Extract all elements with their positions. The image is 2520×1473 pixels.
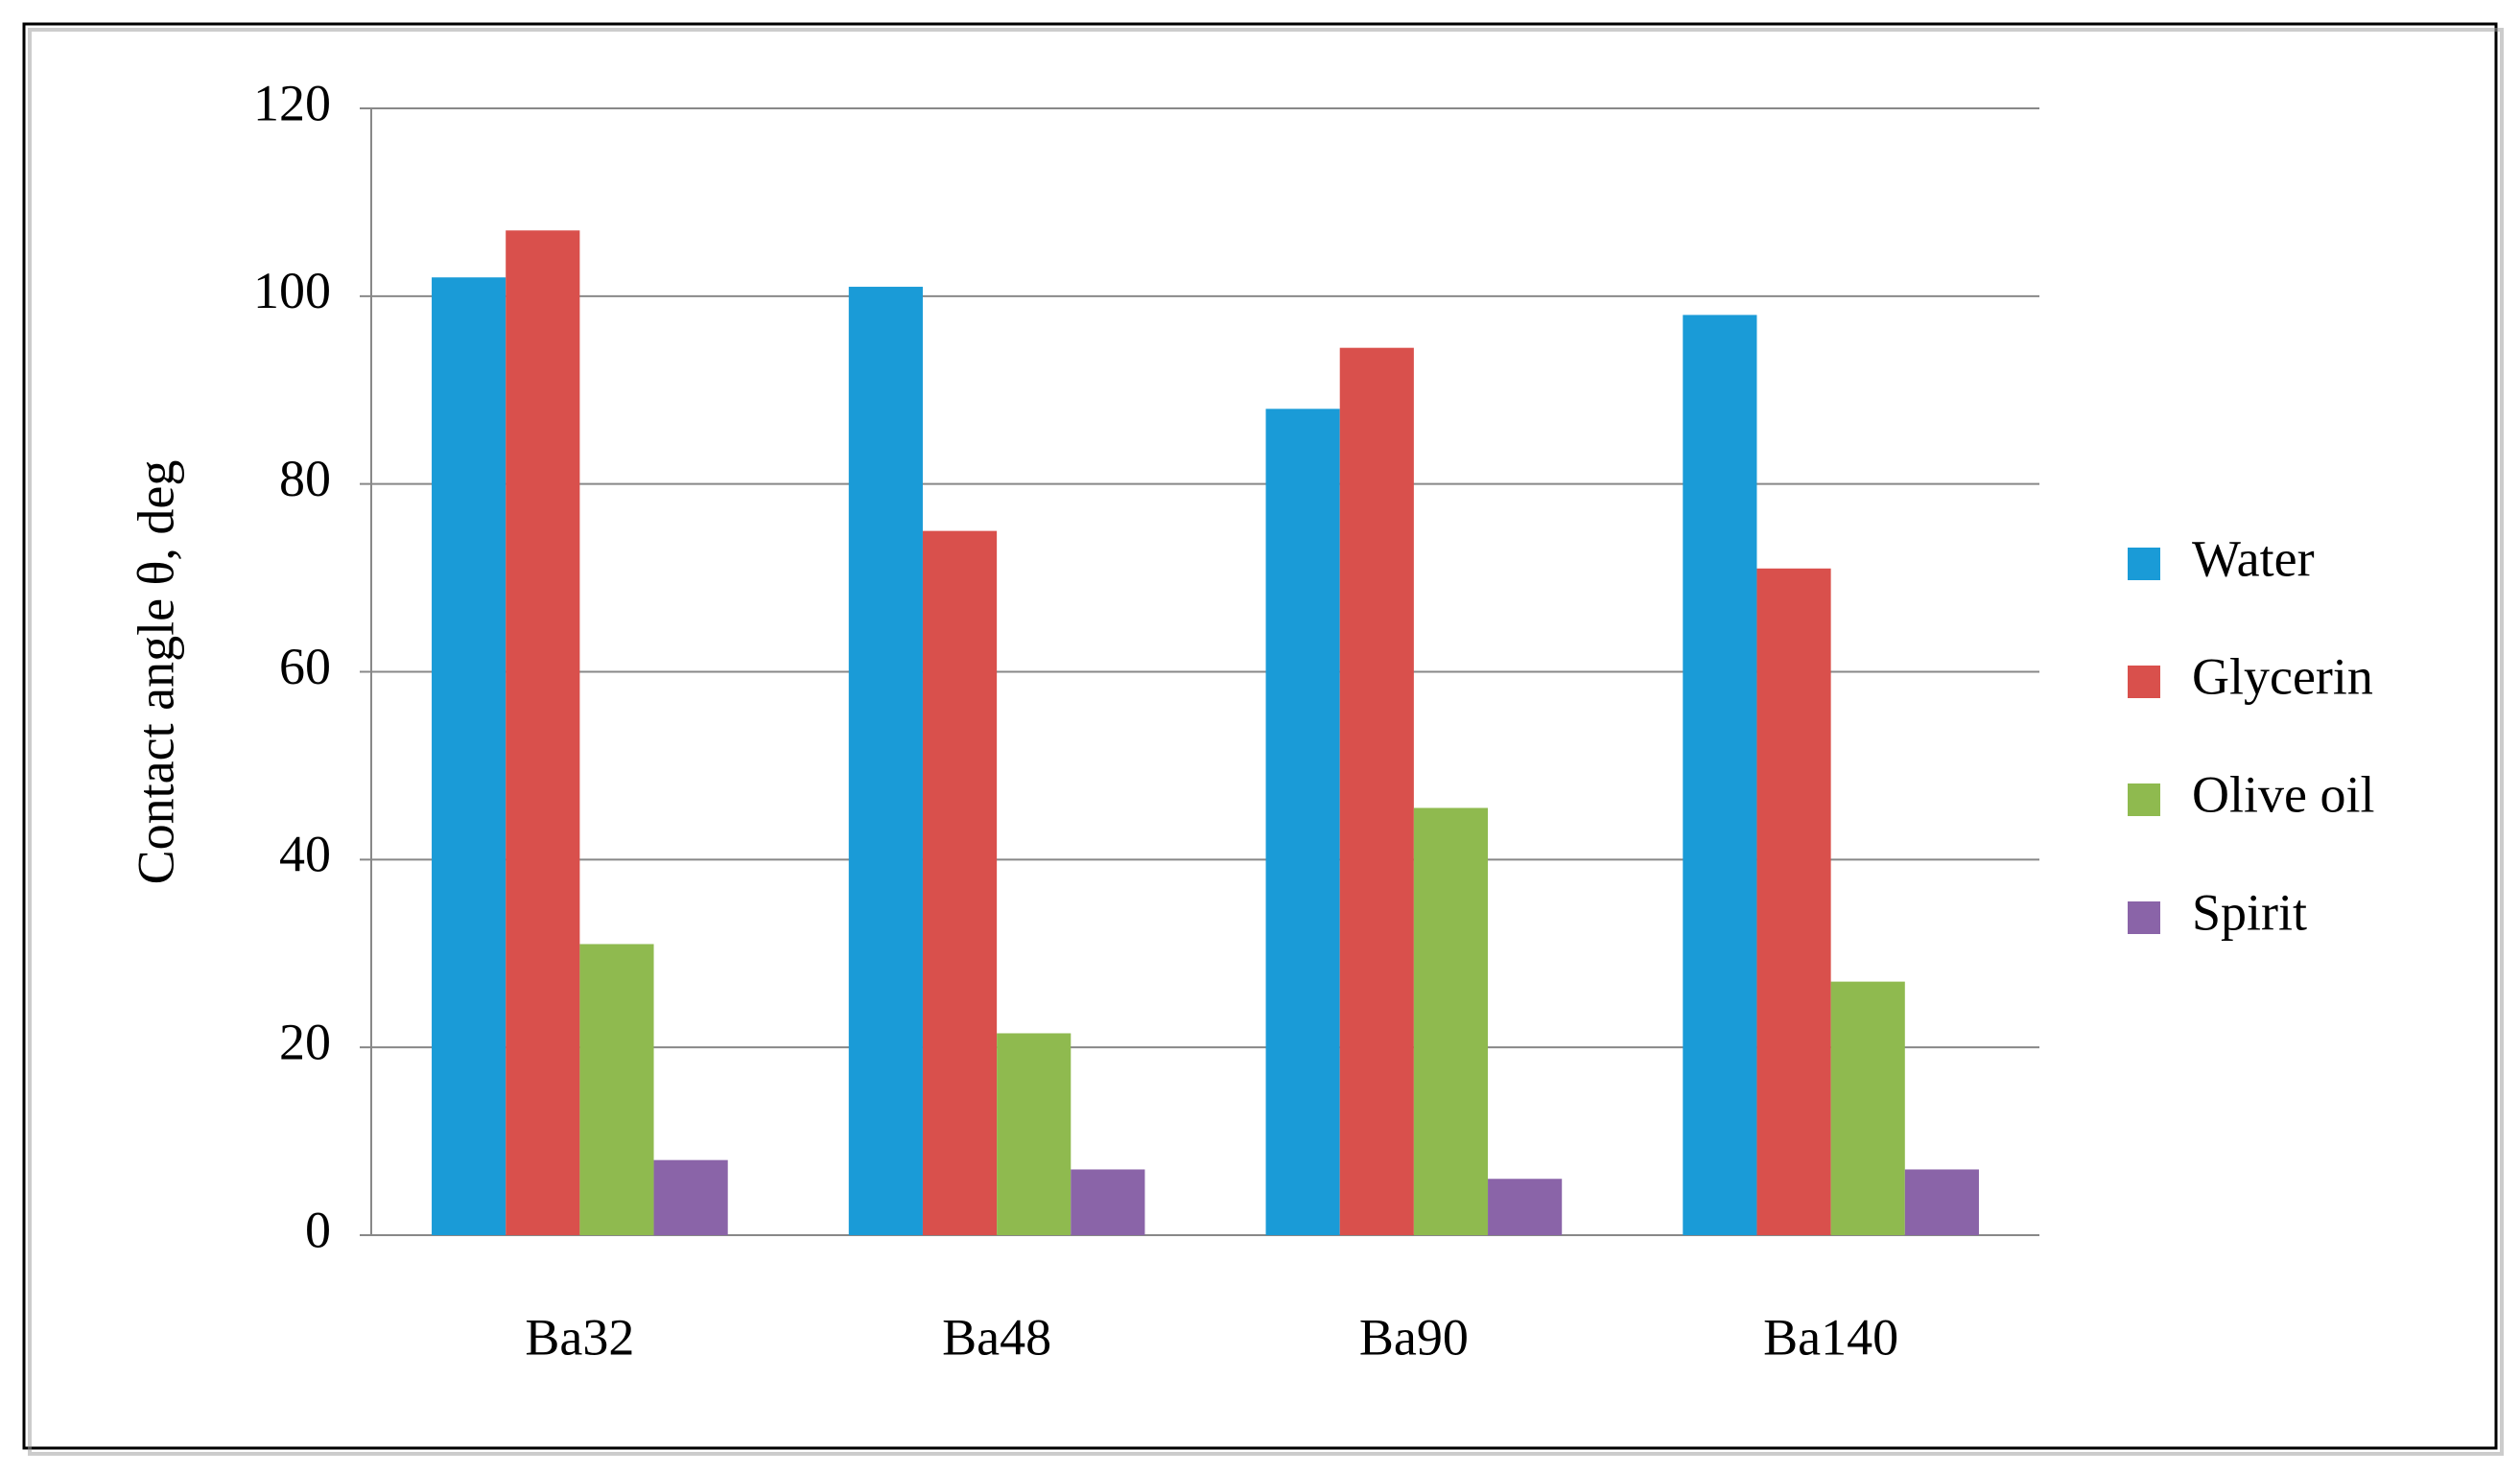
bar [1830, 981, 1905, 1235]
bar [579, 944, 654, 1235]
legend-swatch [2128, 783, 2160, 816]
bar [1071, 1169, 1145, 1235]
legend-swatch [2128, 666, 2160, 698]
y-tick-label: 40 [279, 826, 331, 883]
bar [653, 1159, 728, 1235]
x-tick-label: Ba48 [942, 1308, 1051, 1366]
y-axis-label: Contact angle θ, deg [127, 460, 184, 885]
bar [1756, 568, 1831, 1235]
bar [1904, 1169, 1979, 1235]
y-tick-label: 120 [253, 74, 331, 131]
legend-label: Spirit [2192, 883, 2307, 941]
y-tick-label: 60 [279, 638, 331, 695]
legend-swatch [2128, 901, 2160, 934]
legend-swatch [2128, 548, 2160, 580]
x-tick-label: Ba140 [1763, 1308, 1898, 1366]
y-tick-label: 100 [253, 262, 331, 319]
y-tick-label: 0 [305, 1201, 331, 1258]
bar [1413, 807, 1489, 1235]
bar [1265, 409, 1340, 1235]
bar [922, 530, 998, 1235]
bar [1683, 315, 1757, 1236]
y-tick-label: 80 [279, 450, 331, 507]
bar [432, 277, 506, 1235]
legend-label: Olive oil [2192, 765, 2374, 823]
bar [1488, 1179, 1563, 1235]
frame-shadow [28, 28, 2504, 1456]
bar [997, 1033, 1072, 1235]
y-tick-label: 20 [279, 1014, 331, 1071]
bar [848, 287, 923, 1236]
bar [1339, 347, 1414, 1235]
bar [506, 230, 580, 1236]
legend-label: Water [2192, 529, 2315, 587]
x-tick-label: Ba32 [525, 1308, 634, 1366]
legend-label: Glycerin [2192, 647, 2373, 705]
x-tick-label: Ba90 [1359, 1308, 1469, 1366]
